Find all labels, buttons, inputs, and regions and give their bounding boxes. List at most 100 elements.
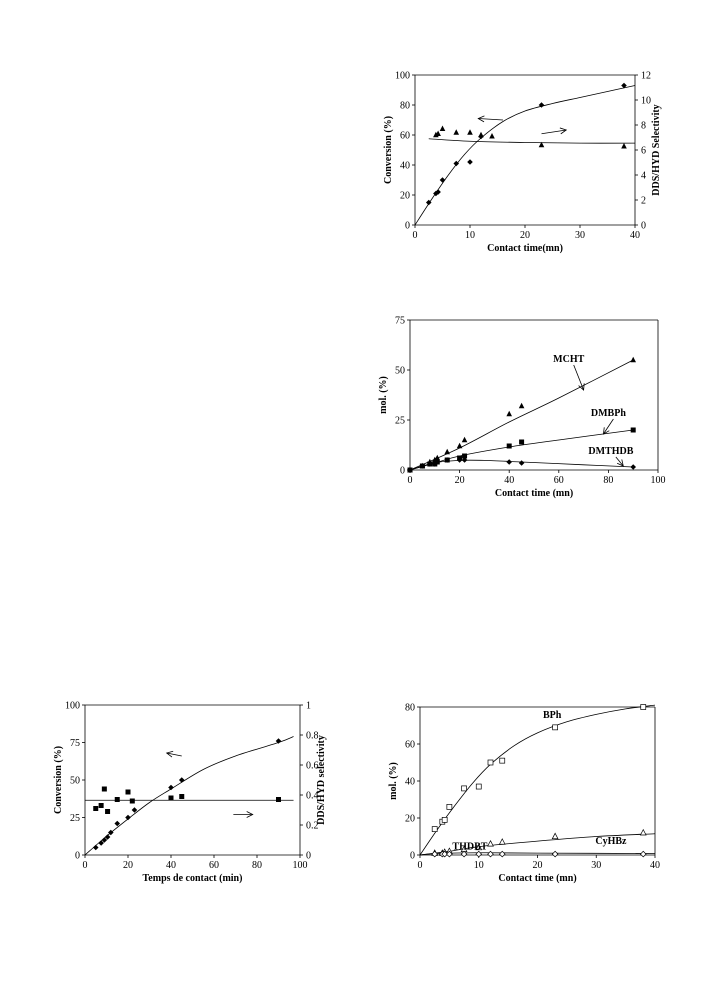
x-tick-label: 0 xyxy=(83,860,88,871)
data-point xyxy=(435,189,441,195)
data-point xyxy=(475,850,483,858)
data-point xyxy=(475,843,483,851)
y-tick-label: 25 xyxy=(70,813,80,824)
x-tick-label: 0 xyxy=(413,230,418,241)
x-tick-label: 10 xyxy=(465,230,475,241)
label-arrow xyxy=(603,418,614,435)
x-tick-label: 20 xyxy=(520,230,530,241)
y2-axis-label: DDS/HYD selectivity xyxy=(316,735,327,825)
data-point xyxy=(640,704,647,710)
data-point xyxy=(552,724,558,731)
data-point xyxy=(467,129,473,135)
series-label: BPh xyxy=(543,710,562,721)
x-axis-label: Temps de contact (min) xyxy=(143,873,243,884)
x-tick-label: 40 xyxy=(650,860,660,871)
y2-tick-label: 1 xyxy=(306,701,311,712)
data-point xyxy=(431,826,438,832)
data-point xyxy=(621,143,627,149)
y2-tick-label: 10 xyxy=(641,96,651,107)
data-point xyxy=(519,439,525,445)
y-tick-label: 20 xyxy=(400,191,410,202)
data-point xyxy=(439,125,446,131)
x-tick-label: 100 xyxy=(651,475,666,486)
y-tick-label: 50 xyxy=(70,776,80,787)
data-point xyxy=(168,795,174,801)
fit-curve xyxy=(409,359,634,471)
chart-products-mol-d: 0 10 20 30 40 0 20 40 60 80 Contact time (mn) mol. … xyxy=(388,703,660,885)
data-point xyxy=(478,131,484,138)
data-point xyxy=(461,436,468,443)
data-point xyxy=(441,850,448,858)
y2-tick-label: 12 xyxy=(641,71,651,82)
y-tick-label: 0 xyxy=(410,851,415,862)
data-point xyxy=(407,467,413,473)
data-point xyxy=(639,850,647,858)
y-tick-label: 60 xyxy=(400,131,410,142)
label-arrow-head xyxy=(578,383,585,391)
data-point xyxy=(630,356,636,363)
data-point xyxy=(475,783,482,790)
y-axis-label: mol. (%) xyxy=(378,376,389,414)
y-tick-label: 100 xyxy=(65,701,80,712)
data-point xyxy=(460,850,468,858)
y-tick-label: 20 xyxy=(405,814,415,825)
data-point xyxy=(276,797,281,802)
arrow-shaft xyxy=(166,752,182,757)
y-tick-label: 0 xyxy=(400,466,405,477)
x-tick-label: 40 xyxy=(504,475,514,486)
data-point xyxy=(178,777,185,783)
y2-axis-label: DDS/HYD Selectivity xyxy=(651,104,662,195)
series-label: DMBPh xyxy=(591,408,626,419)
x-tick-label: 100 xyxy=(293,860,308,871)
data-point xyxy=(518,460,525,466)
y-tick-label: 75 xyxy=(395,316,405,327)
series-series1 xyxy=(428,125,636,149)
data-point xyxy=(487,839,494,847)
y2-tick-label: 0.8 xyxy=(306,731,319,742)
data-point xyxy=(129,798,135,804)
series-label: CyHBz xyxy=(595,836,627,847)
y2-tick-label: 0.6 xyxy=(306,761,319,772)
data-point xyxy=(98,803,104,808)
series-series0 xyxy=(84,736,294,856)
fit-curve xyxy=(414,85,636,226)
data-point xyxy=(499,757,506,764)
data-point xyxy=(446,850,453,858)
y-tick-label: 50 xyxy=(395,366,405,377)
data-point xyxy=(125,814,131,821)
y2-tick-label: 0 xyxy=(306,851,311,862)
data-point xyxy=(498,838,506,845)
axis-indicator-arrow xyxy=(477,115,504,123)
data-point xyxy=(498,850,506,858)
data-point xyxy=(551,850,559,858)
series-series0 xyxy=(414,82,636,226)
x-tick-label: 60 xyxy=(554,475,564,486)
x-tick-label: 30 xyxy=(591,860,601,871)
fit-curve xyxy=(419,833,656,856)
chart-conversion-selectivity-c: 0 20 40 60 80 100025507510000.20.40.60.81Temp… xyxy=(53,701,327,885)
data-point xyxy=(446,804,453,810)
y2-tick-label: 8 xyxy=(641,121,646,132)
data-point xyxy=(431,850,438,858)
data-point xyxy=(125,789,131,795)
label-arrow xyxy=(615,456,624,467)
x-axis-label: Contact time (mn) xyxy=(495,488,573,499)
fit-curve xyxy=(428,138,636,144)
x-tick-label: 10 xyxy=(474,860,484,871)
arrow-head xyxy=(559,127,568,135)
data-point xyxy=(444,448,450,455)
arrow-head xyxy=(477,115,485,123)
x-tick-label: 80 xyxy=(252,860,262,871)
data-point xyxy=(639,828,647,836)
data-point xyxy=(439,177,446,183)
data-point xyxy=(467,159,473,165)
axes: 0 20 40 60 80 100025507510000.20.40.60.81Temp… xyxy=(53,701,327,885)
data-point xyxy=(461,785,467,792)
y-tick-label: 40 xyxy=(400,161,410,172)
data-point xyxy=(456,457,463,463)
arrow-shaft xyxy=(541,129,567,135)
y-tick-label: 80 xyxy=(400,101,410,112)
series-series1 xyxy=(84,786,294,814)
axis-indicator-arrow xyxy=(541,127,568,135)
